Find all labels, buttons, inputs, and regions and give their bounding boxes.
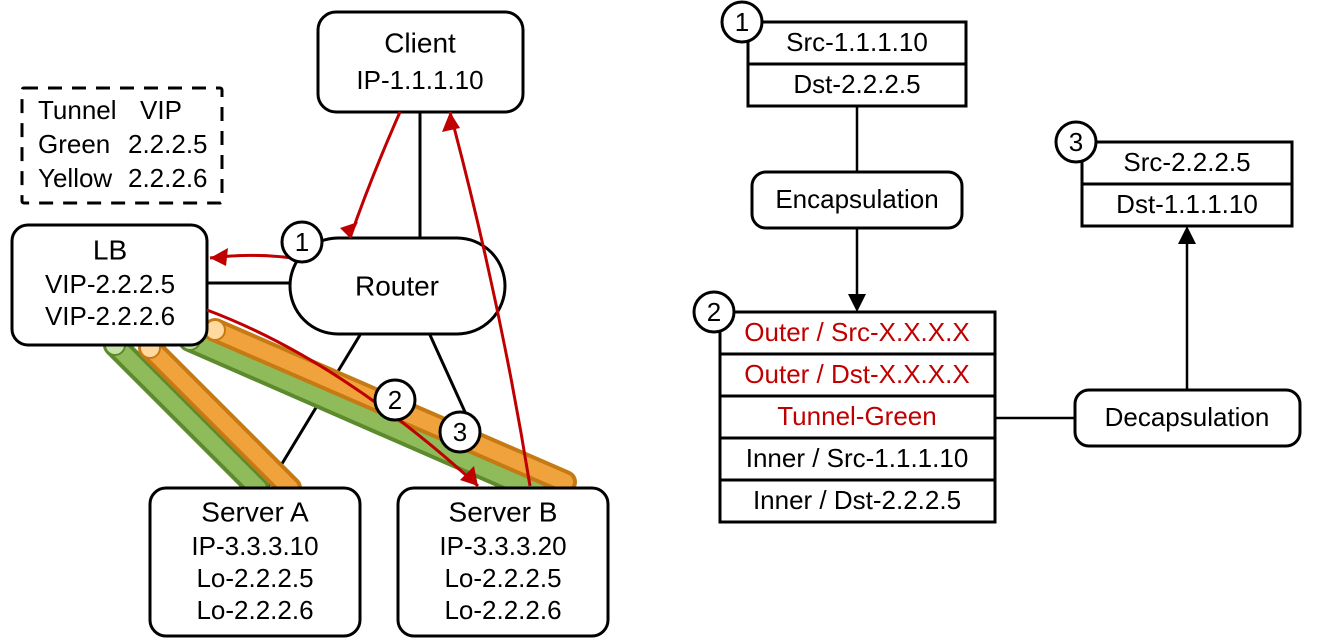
p2-r3: Inner / Src-1.1.1.10 <box>746 443 969 473</box>
badge-1-left-txt: 1 <box>295 227 309 257</box>
packet-2: Outer / Src-X.X.X.X Outer / Dst-X.X.X.X … <box>720 312 995 522</box>
servera-l2: Lo-2.2.2.6 <box>196 595 313 625</box>
badge-3-right-txt: 3 <box>1069 127 1083 157</box>
link-encap-p2-arrow <box>848 294 866 312</box>
legend-hdr-tunnel: Tunnel <box>38 95 117 125</box>
badge-3-left-txt: 3 <box>453 417 467 447</box>
legend-row1-vip: 2.2.2.6 <box>128 163 208 193</box>
p2-r2: Tunnel-Green <box>777 401 936 431</box>
badge-1-right-txt: 1 <box>735 7 749 37</box>
p1-r1: Dst-2.2.2.5 <box>793 69 920 99</box>
packet-3: Src-2.2.2.5 Dst-1.1.1.10 <box>1082 142 1292 226</box>
link-decap-p3-arrow <box>1178 226 1196 244</box>
legend-row1-name: Yellow <box>38 163 112 193</box>
client-title: Client <box>384 27 456 58</box>
flow-step1b-arrow <box>210 248 228 266</box>
badge-2-right-txt: 2 <box>707 297 721 327</box>
decap-label: Decapsulation <box>1105 402 1270 432</box>
badge-2-left-txt: 2 <box>388 385 402 415</box>
diagram-root: Tunnel VIP Green 2.2.2.5 Yellow 2.2.2.6 … <box>0 0 1342 642</box>
p3-r0: Src-2.2.2.5 <box>1123 147 1250 177</box>
servera-l1: Lo-2.2.2.5 <box>196 563 313 593</box>
packet-1: Src-1.1.1.10 Dst-2.2.2.5 <box>748 22 966 106</box>
p2-r4: Inner / Dst-2.2.2.5 <box>753 485 961 515</box>
legend-hdr-vip: VIP <box>140 95 182 125</box>
serverb-title: Server B <box>449 496 558 527</box>
encap-label: Encapsulation <box>775 184 938 214</box>
lb-title: LB <box>93 234 127 265</box>
servera-title: Server A <box>201 496 309 527</box>
serverb-l0: IP-3.3.3.20 <box>439 531 566 561</box>
legend-row0-name: Green <box>38 129 110 159</box>
serverb-l2: Lo-2.2.2.6 <box>444 595 561 625</box>
p3-r1: Dst-1.1.1.10 <box>1116 189 1258 219</box>
lb-vip1: VIP-2.2.2.6 <box>45 301 175 331</box>
client-ip: IP-1.1.1.10 <box>356 65 483 95</box>
flow-step3-arrow <box>442 112 460 132</box>
router-title: Router <box>355 270 439 301</box>
p2-r1: Outer / Dst-X.X.X.X <box>744 359 969 389</box>
lb-vip0: VIP-2.2.2.5 <box>45 269 175 299</box>
servera-l0: IP-3.3.3.10 <box>191 531 318 561</box>
flow-step1a-arrow <box>340 222 358 238</box>
flow-step1a <box>350 112 400 238</box>
serverb-l1: Lo-2.2.2.5 <box>444 563 561 593</box>
p1-r0: Src-1.1.1.10 <box>786 27 928 57</box>
legend-row0-vip: 2.2.2.5 <box>128 129 208 159</box>
p2-r0: Outer / Src-X.X.X.X <box>744 317 969 347</box>
